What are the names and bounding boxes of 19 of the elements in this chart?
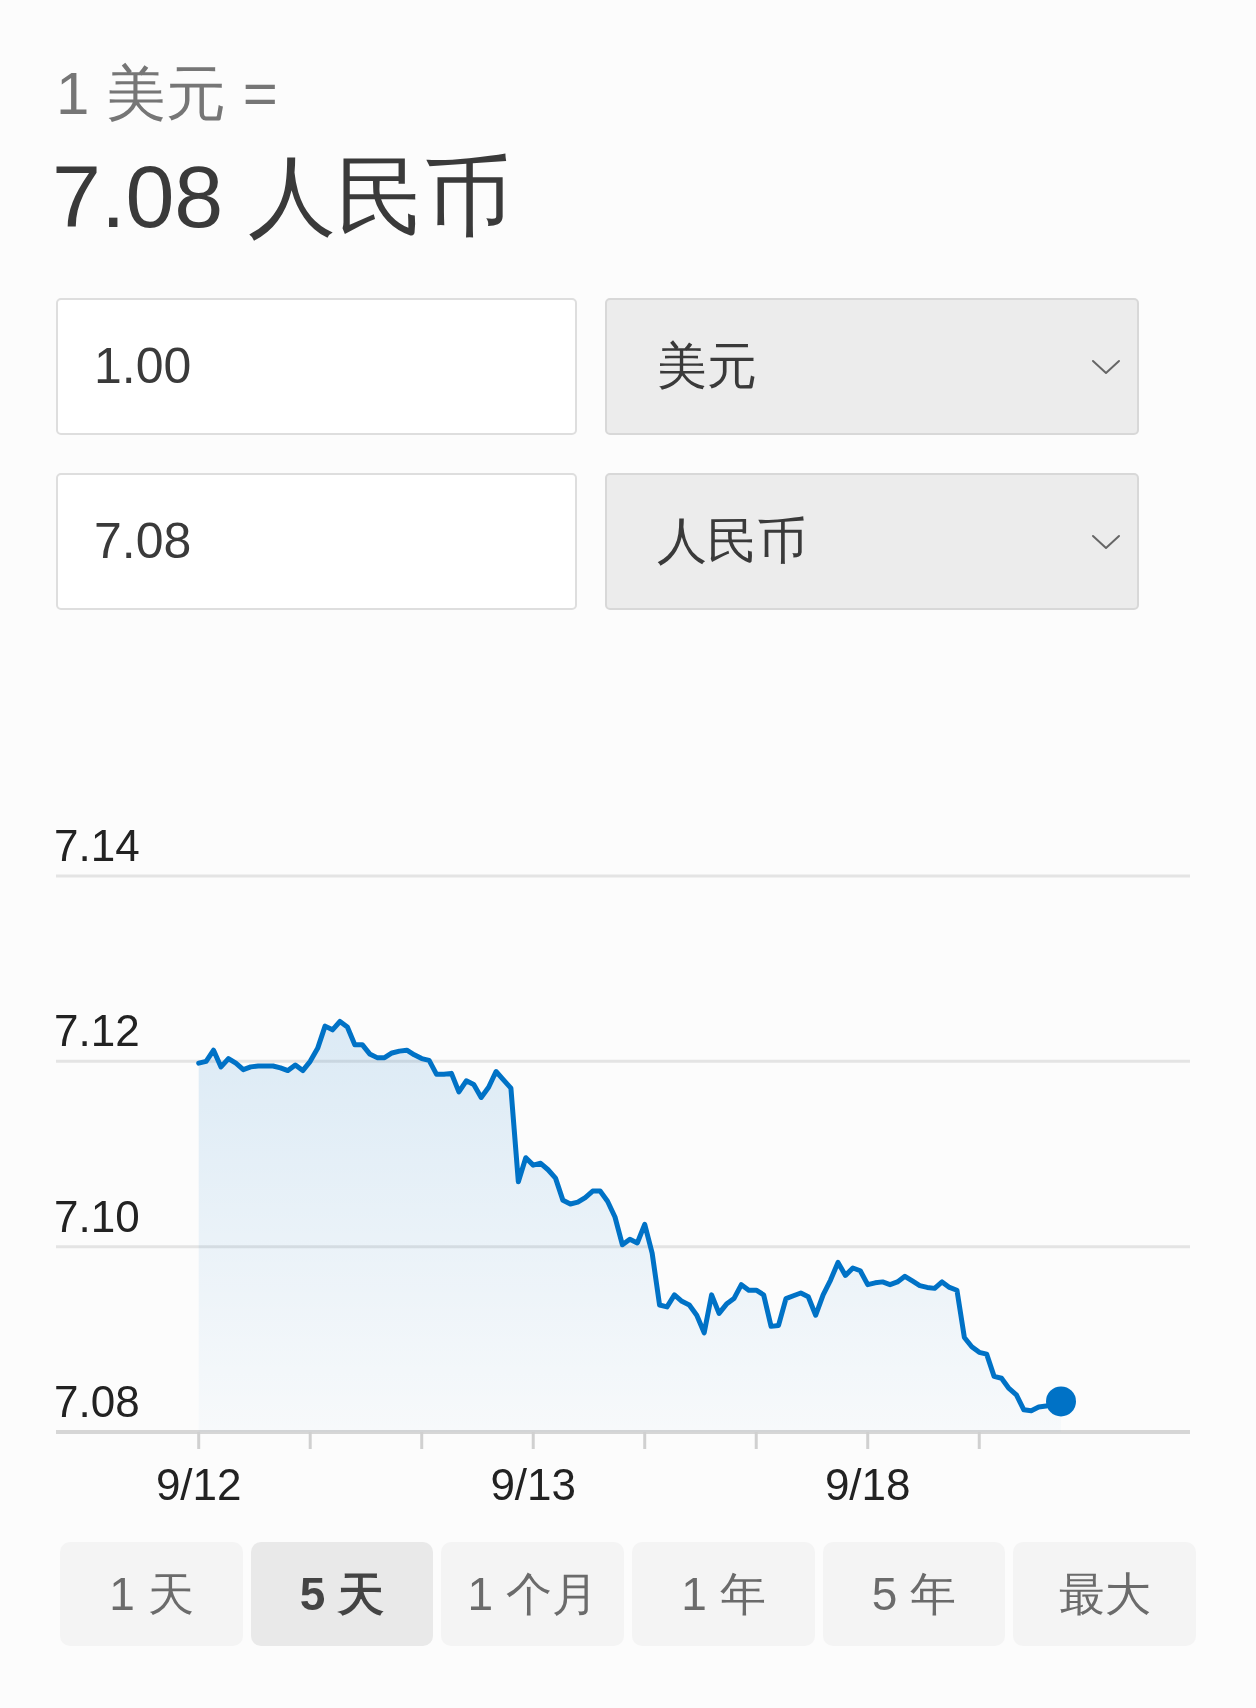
text: 5 年 <box>822 1542 1006 1646</box>
text: 5 天 <box>250 1542 434 1646</box>
y-tick-label: 7.10 <box>54 1191 140 1241</box>
text: 人民币 <box>657 512 807 571</box>
text: 1 年 <box>632 1542 815 1646</box>
y-tick-label: 7.12 <box>54 1006 140 1056</box>
y-tick-label: 7.14 <box>54 821 140 870</box>
text: 7.08 人民币 <box>52 146 512 248</box>
text: 1 美元 = <box>56 59 278 129</box>
text: 美元 <box>657 337 757 396</box>
x-tick-label: 9/18 <box>824 1460 911 1509</box>
text: 1.00 <box>94 337 192 396</box>
x-tick-label: 9/13 <box>490 1460 577 1509</box>
x-tick-label: 9/12 <box>155 1460 242 1509</box>
text: 1 个月 <box>441 1542 624 1646</box>
text: 最大 <box>1013 1542 1196 1646</box>
text: 7.08 <box>94 512 192 571</box>
y-tick-label: 7.08 <box>54 1377 140 1426</box>
text: 1 天 <box>60 1542 243 1646</box>
